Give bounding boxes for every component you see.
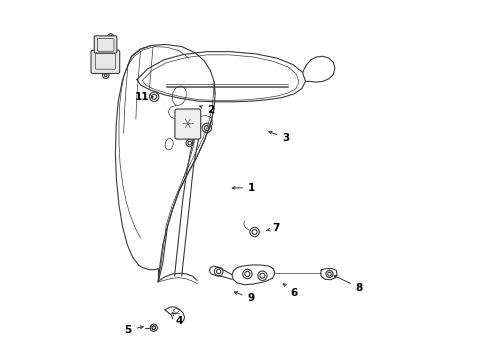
Text: 10: 10 — [94, 59, 108, 74]
FancyBboxPatch shape — [94, 36, 117, 53]
Text: 5: 5 — [124, 325, 143, 335]
Text: 11: 11 — [135, 92, 153, 102]
FancyBboxPatch shape — [91, 50, 120, 73]
Text: 4: 4 — [172, 312, 183, 325]
Text: 9: 9 — [234, 292, 254, 303]
Text: 6: 6 — [283, 284, 297, 298]
FancyBboxPatch shape — [175, 109, 201, 139]
Text: 3: 3 — [268, 131, 289, 143]
Text: 1: 1 — [232, 183, 255, 193]
Text: 8: 8 — [333, 275, 362, 293]
Text: 7: 7 — [266, 224, 279, 233]
Text: 2: 2 — [199, 105, 214, 115]
